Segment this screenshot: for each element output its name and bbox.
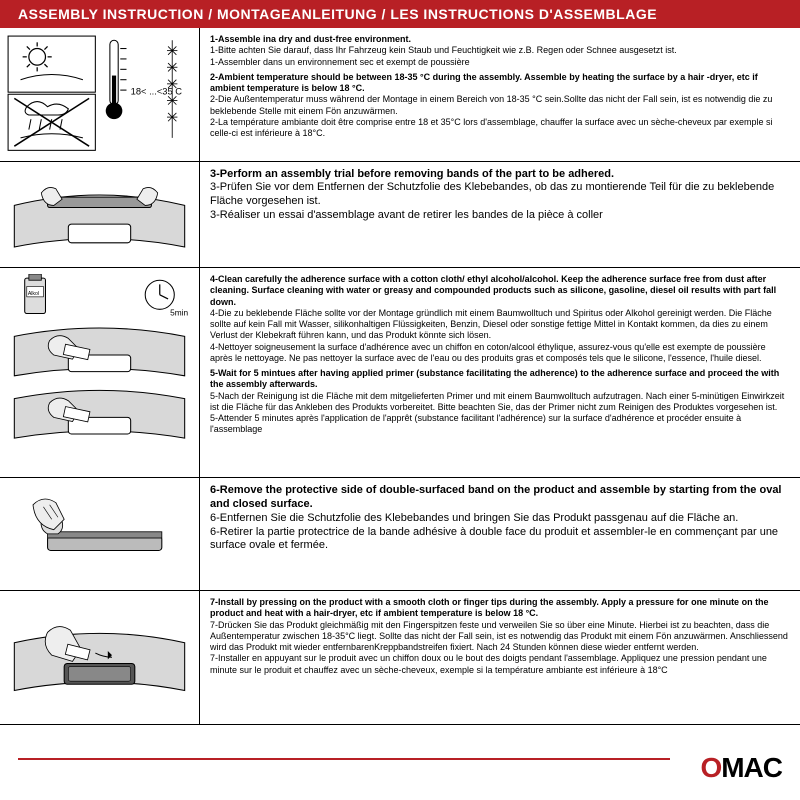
- bottle-label: Alkol: [28, 291, 39, 297]
- footer-divider: [18, 758, 670, 760]
- text-cell-2: 3-Perform an assembly trial before remov…: [200, 162, 800, 268]
- step5-fr: 5-Attender 5 minutes après l'application…: [210, 413, 790, 436]
- text-cell-3: 4-Clean carefully the adherence surface …: [200, 268, 800, 477]
- step1-en: 1-Assemble ina dry and dust-free environ…: [210, 34, 790, 45]
- trial-fit-diagram: [6, 168, 193, 262]
- brand-logo: OMAC: [700, 752, 782, 784]
- instruction-row-2: 3-Perform an assembly trial before remov…: [0, 162, 800, 269]
- step6-fr: 6-Retirer la partie protectrice de la ba…: [210, 526, 790, 554]
- step1-de: 1-Bitte achten Sie darauf, dass Ihr Fahr…: [210, 45, 790, 56]
- step1-fr: 1-Assembler dans un environnement sec et…: [210, 57, 790, 68]
- text-cell-5: 7-Install by pressing on the product wit…: [200, 591, 800, 724]
- step5-de: 5-Nach der Reinigung ist die Fläche mit …: [210, 391, 790, 414]
- step6-en: 6-Remove the protective side of double-s…: [210, 484, 790, 512]
- step5-en: 5-Wait for 5 mintues after having applie…: [210, 368, 790, 391]
- temp-range-label: 18< ...<35 C: [131, 86, 183, 96]
- step2-de: 2-Die Außentemperatur muss während der M…: [210, 94, 790, 117]
- instruction-rows: 18< ...<35 C 1-Assemble ina dry and dust…: [0, 28, 800, 725]
- step6-de: 6-Entfernen Sie die Schutzfolie des Kleb…: [210, 512, 790, 526]
- timer-label: 5min: [170, 308, 188, 318]
- step3-en: 3-Perform an assembly trial before remov…: [210, 168, 790, 182]
- step7-de: 7-Drücken Sie das Produkt gleichmäßig mi…: [210, 620, 790, 654]
- instruction-row-3: Alkol 5min 4-Clean carefully the a: [0, 268, 800, 478]
- weather-temperature-diagram: 18< ...<35 C: [6, 34, 193, 155]
- instruction-row-1: 18< ...<35 C 1-Assemble ina dry and dust…: [0, 28, 800, 162]
- step3-fr: 3-Réaliser un essai d'assemblage avant d…: [210, 209, 790, 223]
- diagram-cell-3: Alkol 5min: [0, 268, 200, 477]
- header-title: ASSEMBLY INSTRUCTION / MONTAGEANLEITUNG …: [0, 0, 800, 28]
- text-cell-1: 1-Assemble ina dry and dust-free environ…: [200, 28, 800, 161]
- diagram-cell-1: 18< ...<35 C: [0, 28, 200, 161]
- instruction-row-5: 7-Install by pressing on the product wit…: [0, 591, 800, 725]
- step7-en: 7-Install by pressing on the product wit…: [210, 597, 790, 620]
- instruction-row-4: 6-Remove the protective side of double-s…: [0, 478, 800, 591]
- diagram-cell-2: [0, 162, 200, 268]
- text-cell-4: 6-Remove the protective side of double-s…: [200, 478, 800, 590]
- step2-fr: 2-La température ambiante doit être comp…: [210, 117, 790, 140]
- diagram-cell-4: [0, 478, 200, 590]
- step3-de: 3-Prüfen Sie vor dem Entfernen der Schut…: [210, 181, 790, 209]
- peel-tape-diagram: [6, 484, 193, 584]
- step4-de: 4-Die zu beklebende Fläche sollte vor de…: [210, 308, 790, 342]
- step2-en: 2-Ambient temperature should be between …: [210, 72, 790, 95]
- diagram-cell-5: [0, 591, 200, 724]
- step7-fr: 7-Installer en appuyant sur le produit a…: [210, 653, 790, 676]
- step4-fr: 4-Nettoyer soigneusement la surface d'ad…: [210, 342, 790, 365]
- step4-en: 4-Clean carefully the adherence surface …: [210, 274, 790, 308]
- press-install-diagram: [6, 597, 193, 718]
- cleaning-diagram: Alkol 5min: [6, 274, 193, 471]
